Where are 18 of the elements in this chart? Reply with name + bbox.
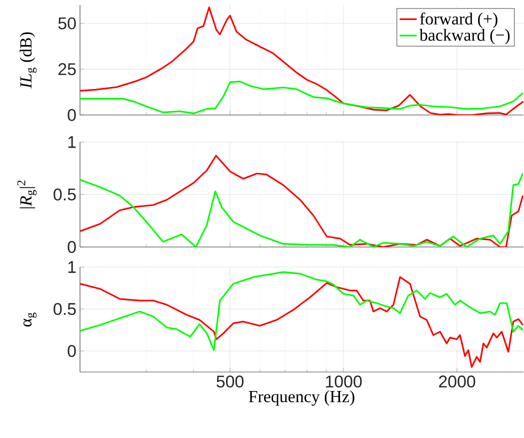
x-tick-label: 500 (216, 376, 244, 388)
y-tick-label: 25 (58, 63, 76, 76)
legend-label: forward (+) (420, 12, 498, 28)
x-tick-label: 1000 (326, 376, 362, 388)
x-axis-title: Frequency (Hz) (248, 390, 354, 406)
y-tick-label: 0.5 (54, 188, 76, 200)
y-tick-label: 50 (58, 17, 76, 30)
y-tick-label: 1 (68, 136, 76, 148)
y-axis-title: IL$_{g}$ (dB) (20, 32, 37, 88)
x-tick-label: 2000 (439, 376, 476, 388)
y-tick-label: 0 (68, 109, 76, 121)
y-tick-label: 0 (68, 241, 76, 253)
y-axis-title: |R$_{g}$|$^{2}$ (17, 180, 37, 208)
y-tick-label: 0.5 (54, 303, 76, 315)
legend-label: backward (−) (419, 28, 510, 44)
y-tick-label: 0 (68, 345, 76, 357)
y-tick-label: 1 (68, 261, 76, 273)
y-axis-title: α$_{g}$ (23, 312, 37, 327)
